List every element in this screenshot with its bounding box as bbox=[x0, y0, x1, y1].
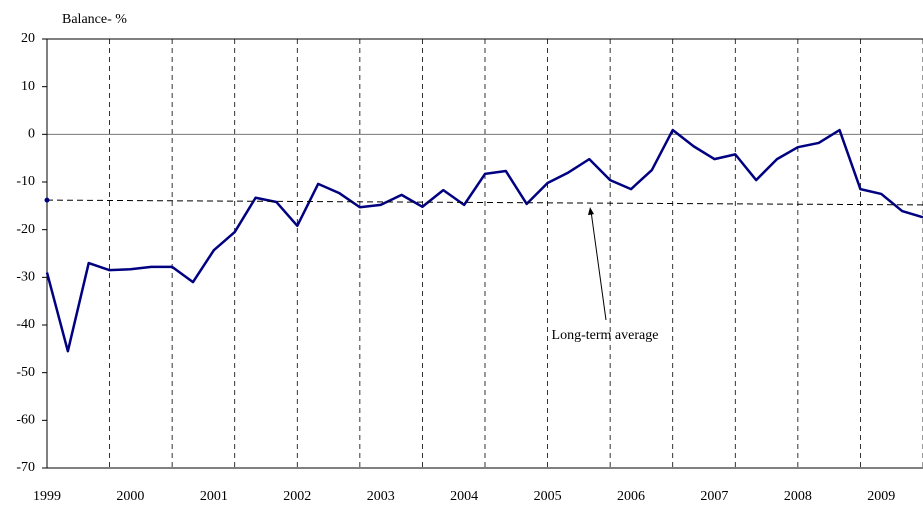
x-tick-label: 2002 bbox=[283, 489, 311, 504]
annotation-arrow bbox=[590, 210, 607, 321]
y-tick-label: -10 bbox=[16, 174, 35, 189]
y-axis-title: Balance- % bbox=[62, 12, 127, 27]
y-tick-label: -40 bbox=[16, 317, 35, 332]
y-tick-label: -60 bbox=[16, 413, 35, 428]
x-tick-label: 2005 bbox=[534, 489, 562, 504]
y-tick-label: 10 bbox=[21, 79, 35, 94]
average-marker bbox=[44, 197, 50, 203]
x-tick-label: 2007 bbox=[700, 489, 728, 504]
x-tick-label: 2003 bbox=[367, 489, 395, 504]
x-tick-label: 2001 bbox=[200, 489, 228, 504]
y-tick-label: -30 bbox=[16, 270, 35, 285]
y-tick-label: 20 bbox=[21, 31, 35, 46]
x-tick-label: 2004 bbox=[450, 489, 478, 504]
x-tick-label: 2006 bbox=[617, 489, 645, 504]
x-tick-label: 1999 bbox=[33, 489, 61, 504]
data-line bbox=[45, 128, 923, 353]
y-tick-label: -50 bbox=[16, 365, 35, 380]
annotation-arrowhead bbox=[588, 207, 594, 216]
x-tick-label: 2008 bbox=[784, 489, 812, 504]
y-tick-label: -20 bbox=[16, 222, 35, 237]
x-tick-label: 2000 bbox=[116, 489, 144, 504]
y-tick-label: 0 bbox=[28, 127, 35, 142]
y-tick-label: -70 bbox=[16, 460, 35, 475]
average-line bbox=[46, 199, 923, 206]
x-tick-label: 2009 bbox=[867, 489, 895, 504]
annotation: Long-term average bbox=[552, 328, 659, 343]
